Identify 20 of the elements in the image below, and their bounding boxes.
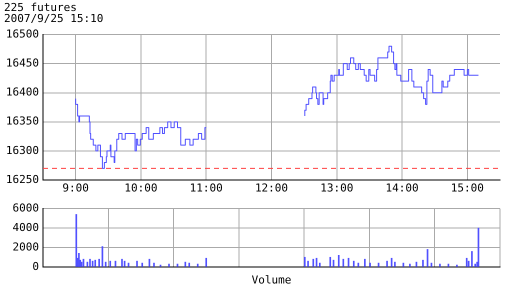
y-tick-label: 0	[32, 260, 39, 273]
x-tick-label: 14:00	[386, 181, 419, 194]
y-tick-label: 16250	[6, 172, 39, 186]
x-tick-label: 12:00	[254, 181, 288, 194]
y-tick-label: 2000	[12, 240, 39, 254]
y-tick-label: 6000	[12, 201, 39, 214]
chart-subtitle: 2007/9/25 15:10	[4, 12, 104, 25]
y-tick-label: 16450	[6, 56, 39, 70]
chart-title: 225 futures	[4, 1, 77, 14]
y-tick-label: 4000	[12, 220, 39, 234]
x-tick-label: 13:00	[320, 181, 354, 194]
y-tick-label: 16500	[6, 27, 39, 40]
y-tick-label: 16300	[6, 144, 39, 157]
x-tick-label: 15:00	[450, 181, 484, 194]
y-tick-label: 16350	[6, 114, 39, 128]
x-tick-label: 11:00	[190, 181, 223, 194]
x-axis-title: Volume	[252, 273, 292, 286]
x-tick-label: 10:00	[124, 181, 158, 194]
x-tick-label: 9:00	[62, 181, 89, 194]
y-tick-label: 16400	[6, 86, 39, 99]
